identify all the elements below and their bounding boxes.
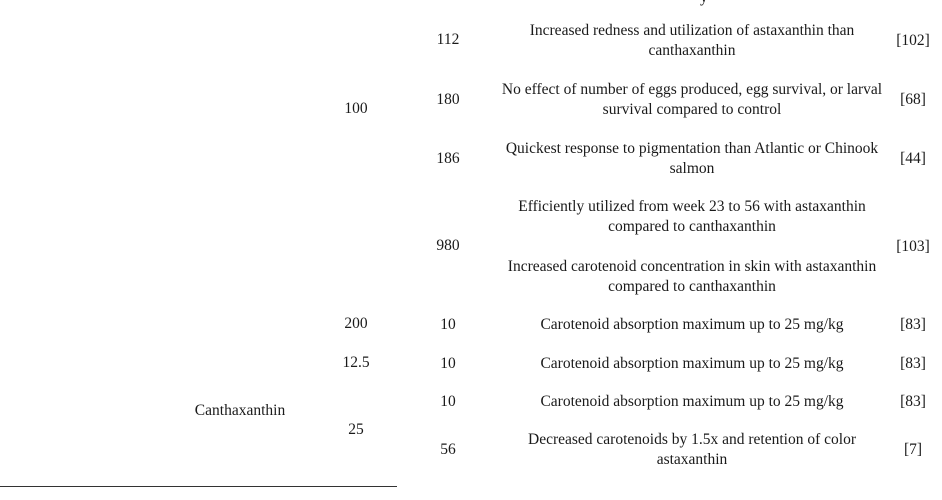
effect-cell: Efficiently utilized from week 23 to 56 … [518, 198, 866, 235]
dose-cell: 25 [348, 421, 364, 438]
effect-cell: Decreased carotenoids by 1.5x and retent… [528, 431, 856, 468]
duration-cell: 980 [436, 237, 460, 254]
duration-cell: 10 [440, 393, 456, 410]
reference-cell: [83] [900, 355, 926, 372]
effect-cell: Increased redness and utilization of ast… [529, 22, 855, 59]
effect-cell: No effect of number of eggs produced, eg… [501, 81, 883, 118]
table-bottom-rule [0, 486, 397, 487]
effect-cell: Carotenoid absorption maximum up to 25 m… [540, 355, 844, 372]
effect-cell: Quickest response to pigmentation than A… [505, 140, 879, 177]
reference-cell: [102] [896, 32, 930, 49]
effect-cell: Increased carotenoid concentration in sk… [507, 258, 877, 295]
effect-cell: Carotenoid absorption maximum up to 25 m… [540, 316, 844, 333]
dose-cell: 200 [344, 315, 368, 332]
reference-cell: [68] [900, 91, 926, 108]
reference-cell: [7] [903, 441, 923, 458]
reference-cell: [83] [900, 316, 926, 333]
effect-cell: Carotenoid absorption maximum up to 25 m… [540, 393, 844, 410]
duration-cell: 180 [436, 91, 460, 108]
duration-cell: 112 [436, 31, 460, 48]
header-fragment: y [700, 0, 708, 8]
dose-cell: 100 [344, 100, 368, 117]
duration-cell: 56 [440, 441, 456, 458]
duration-cell: 10 [440, 355, 456, 372]
duration-cell: 186 [436, 150, 460, 167]
dose-cell: 12.5 [342, 354, 370, 371]
duration-cell: 10 [440, 316, 456, 333]
reference-cell: [103] [896, 238, 930, 255]
treatment-canthaxanthin: Canthaxanthin [194, 402, 286, 419]
reference-cell: [83] [900, 393, 926, 410]
reference-cell: [44] [900, 150, 926, 167]
